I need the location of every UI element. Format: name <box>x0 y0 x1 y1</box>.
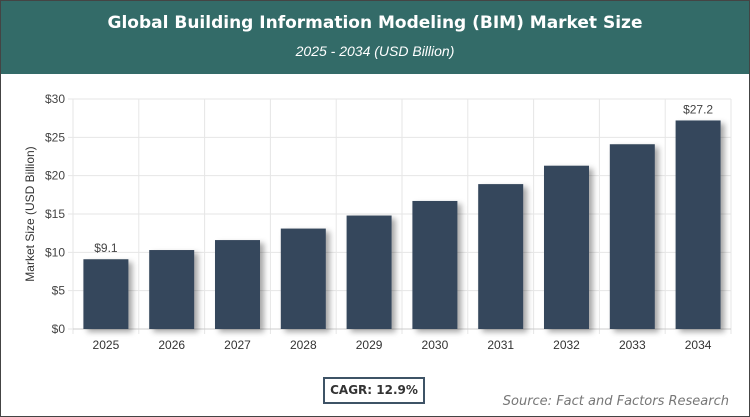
y-tick-label: $25 <box>45 130 65 144</box>
cagr-badge: CAGR: 12.9% <box>323 377 425 404</box>
bar-2034 <box>675 120 721 329</box>
y-tick-label: $20 <box>45 169 65 183</box>
chart-subtitle: 2025 - 2034 (USD Billion) <box>295 43 455 59</box>
x-tick-label: 2026 <box>158 338 185 352</box>
y-tick-label: $10 <box>45 245 65 259</box>
bar-2025 <box>83 259 129 329</box>
y-tick-label: $15 <box>45 207 65 221</box>
x-tick-label: 2034 <box>685 338 712 352</box>
y-tick-label: $5 <box>52 284 66 298</box>
y-tick-label: $30 <box>45 92 65 106</box>
chart-header: Global Building Information Modeling (BI… <box>1 1 749 74</box>
y-axis-label: Market Size (USD Billion) <box>23 146 37 281</box>
data-label: $27.2 <box>683 102 713 116</box>
y-tick-label: $0 <box>52 322 66 336</box>
data-label: $9.1 <box>94 241 118 255</box>
bar-2031 <box>478 184 524 329</box>
x-tick-label: 2029 <box>356 338 383 352</box>
x-tick-label: 2031 <box>487 338 514 352</box>
bar-2028 <box>280 228 326 329</box>
bar-2026 <box>149 250 195 329</box>
bar-2030 <box>412 200 458 329</box>
bar-2032 <box>544 165 589 329</box>
chart-title: Global Building Information Modeling (BI… <box>107 13 643 33</box>
source-note: Source: Fact and Factors Research <box>502 394 729 409</box>
bar-2027 <box>215 240 260 329</box>
x-tick-label: 2027 <box>224 338 251 352</box>
x-tick-label: 2030 <box>422 338 449 352</box>
x-tick-label: 2033 <box>619 338 646 352</box>
bar-2029 <box>346 215 392 329</box>
x-tick-label: 2028 <box>290 338 317 352</box>
bar-2033 <box>609 144 655 329</box>
x-tick-label: 2032 <box>553 338 580 352</box>
x-tick-label: 2025 <box>93 338 120 352</box>
